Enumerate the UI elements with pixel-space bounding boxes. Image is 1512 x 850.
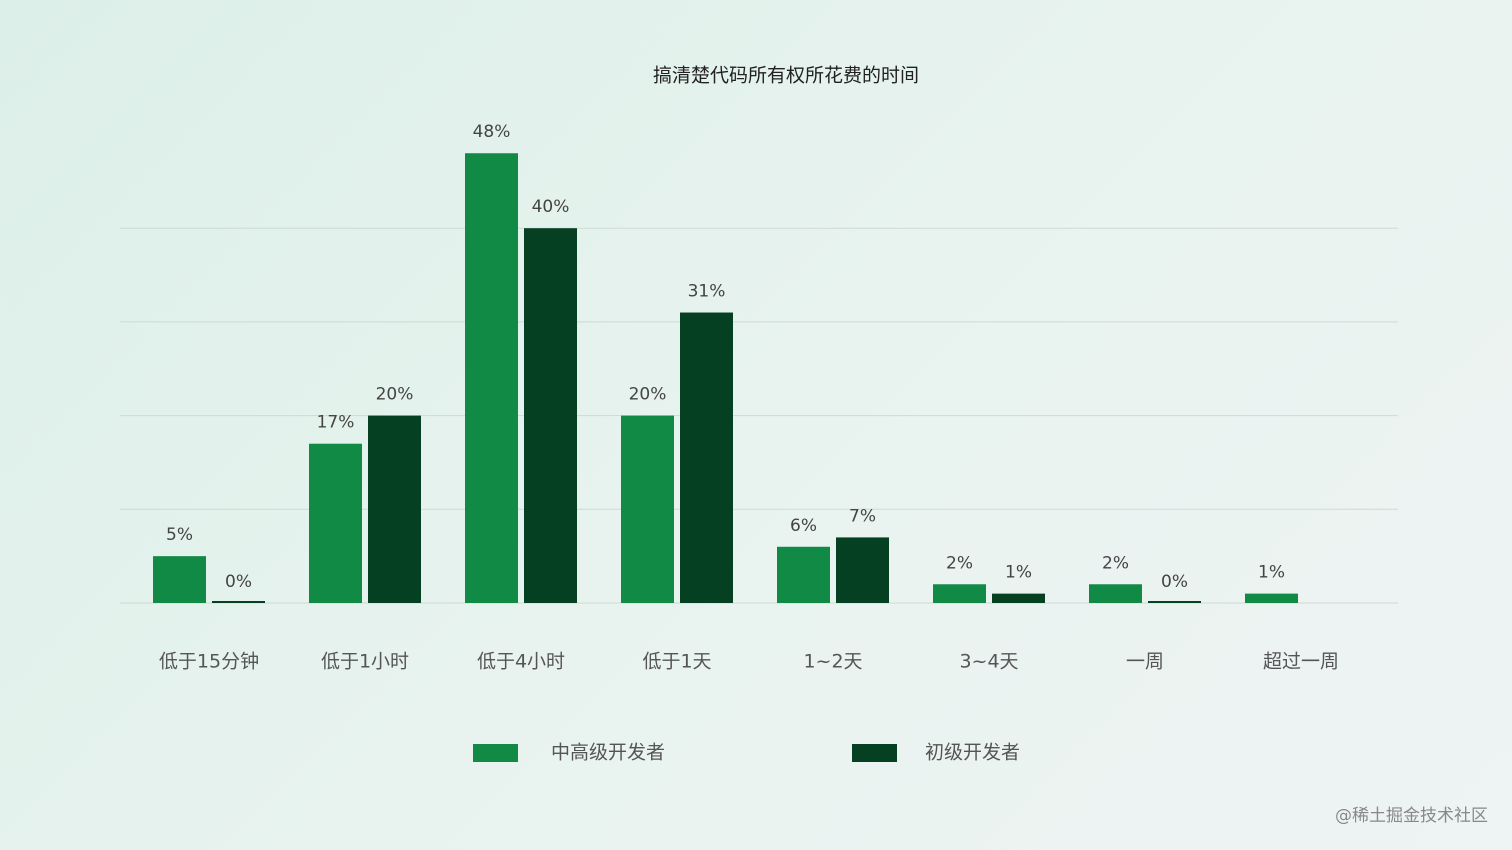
bar	[1089, 584, 1142, 603]
bar	[465, 153, 518, 604]
bar	[1245, 593, 1298, 603]
value-label: 31%	[688, 282, 726, 302]
bar	[153, 556, 206, 603]
legend-label: 初级开发者	[925, 742, 1020, 764]
value-label: 0%	[1161, 572, 1188, 592]
value-label: 2%	[946, 553, 973, 573]
bar	[524, 228, 577, 603]
bar	[933, 584, 986, 603]
value-label: 6%	[790, 516, 817, 536]
bar	[309, 443, 362, 603]
x-tick-label: 一周	[1126, 651, 1164, 673]
value-label: 1%	[1258, 563, 1285, 583]
value-label: 40%	[532, 197, 570, 217]
chart-title: 搞清楚代码所有权所花费的时间	[653, 65, 919, 87]
value-label: 0%	[225, 572, 252, 592]
bar	[992, 593, 1045, 603]
value-label: 1%	[1005, 563, 1032, 583]
value-label: 5%	[166, 525, 193, 545]
value-label: 20%	[629, 385, 667, 405]
legend-swatch	[852, 744, 897, 762]
x-tick-label: 低于4小时	[477, 651, 565, 673]
x-tick-label: 1~2天	[803, 651, 862, 673]
x-tick-label: 3~4天	[959, 651, 1018, 673]
bar	[1148, 601, 1201, 603]
value-label: 48%	[473, 122, 511, 142]
x-tick-label: 低于1小时	[321, 651, 409, 673]
bar	[680, 312, 733, 603]
x-tick-label: 低于1天	[642, 651, 711, 673]
value-label: 20%	[376, 385, 414, 405]
bar	[621, 415, 674, 603]
value-label: 2%	[1102, 553, 1129, 573]
bar	[836, 537, 889, 603]
bar	[212, 601, 265, 603]
x-tick-label: 超过一周	[1263, 651, 1339, 673]
watermark: @稀土掘金技术社区	[1335, 806, 1488, 826]
value-label: 7%	[849, 506, 876, 526]
value-label: 17%	[317, 413, 355, 433]
x-tick-label: 低于15分钟	[159, 651, 259, 673]
bar	[777, 546, 830, 603]
legend-swatch	[473, 744, 518, 762]
bar	[368, 415, 421, 603]
legend-label: 中高级开发者	[551, 742, 665, 764]
